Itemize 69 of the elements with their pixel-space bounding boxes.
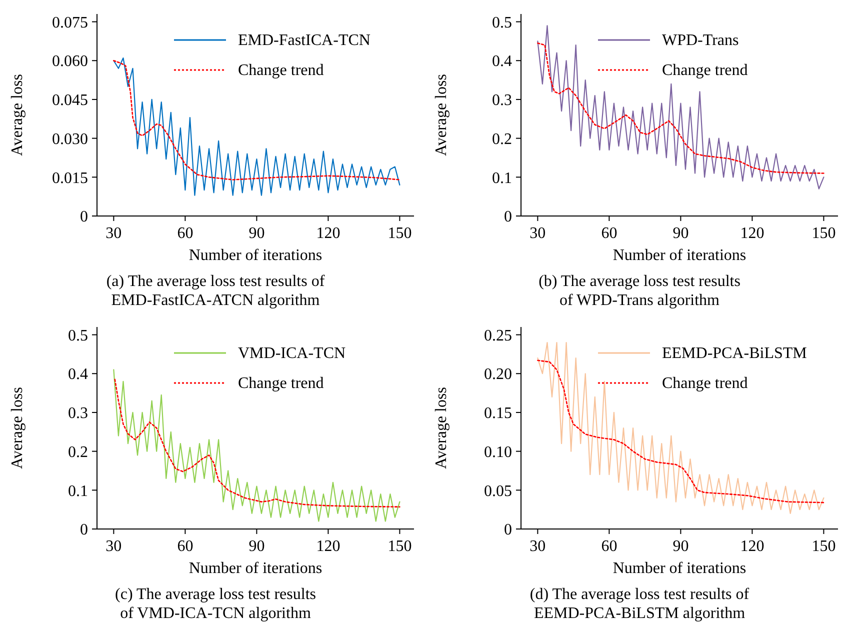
y-axis-title: Average loss: [9, 387, 26, 469]
x-tick-label: 30: [106, 225, 122, 242]
line-series: [537, 360, 824, 504]
text: (d) The average loss test results of EEMD-PCA-BiLSTM algorithm: [530, 586, 750, 622]
y-tick-label: 0.4: [492, 53, 512, 70]
y-tick-label: 0.075: [52, 14, 88, 32]
y-tick-label: 0.045: [52, 92, 88, 110]
y-tick-label: 0.5: [68, 327, 88, 344]
y-tick-label: 0.015: [52, 170, 88, 187]
x-tick-label: 150: [388, 538, 412, 555]
x-tick-label: 150: [812, 225, 836, 242]
x-axis-title: Number of iterations: [612, 560, 746, 577]
y-tick-label: 0.2: [492, 130, 512, 148]
y-axis-title: Average loss: [9, 74, 26, 156]
x-axis-title: Number of iterations: [188, 560, 322, 577]
y-axis-title: Average loss: [433, 74, 450, 156]
y-tick-label: 0.5: [492, 14, 512, 32]
line-series: [537, 25, 824, 190]
y-tick-label: 0.20: [484, 366, 512, 384]
x-tick-label: 120: [316, 538, 340, 555]
x-tick-label: 30: [530, 538, 546, 555]
y-tick-label: 0.060: [52, 53, 88, 70]
x-tick-label: 90: [248, 538, 265, 555]
y-tick-label: 0.1: [492, 170, 512, 187]
y-axis-title: Average loss: [433, 387, 450, 469]
line-series: [537, 342, 824, 514]
y-tick-label: 0.10: [484, 444, 512, 461]
legend-label: VMD-ICA-TCN: [238, 345, 346, 362]
legend-label: Change trend: [238, 375, 324, 392]
x-axis-title: Number of iterations: [612, 247, 746, 264]
y-tick-label: 0.1: [68, 482, 88, 500]
x-tick-label: 150: [388, 225, 412, 242]
legend-label: Change trend: [238, 62, 324, 79]
x-tick-label: 90: [672, 225, 689, 242]
x-tick-label: 150: [812, 538, 836, 555]
y-tick-label: 0.030: [52, 130, 88, 148]
x-tick-label: 120: [740, 538, 764, 555]
y-tick-label: 0.15: [484, 405, 512, 422]
y-tick-label: 0: [504, 522, 512, 539]
text: (b) The average loss test results of WPD-Trans algorithm: [538, 273, 740, 309]
y-tick-label: 0.25: [484, 327, 512, 344]
y-tick-label: 0: [80, 522, 88, 539]
x-tick-label: 60: [177, 225, 194, 242]
x-tick-label: 60: [601, 225, 618, 242]
legend-label: EMD-FastICA-TCN: [238, 32, 371, 49]
text: (a) The average loss test results of EMD-FastICA-ATCN algorithm: [106, 273, 326, 309]
x-axis-title: Number of iterations: [188, 247, 322, 264]
legend-label: Change trend: [662, 375, 748, 392]
line-series: [114, 378, 400, 508]
y-tick-label: 0.05: [484, 482, 512, 500]
text: (c) The average loss test results of VMD-ICA-TCN algorithm: [115, 586, 316, 622]
legend-label: EEMD-PCA-BiLSTM: [662, 345, 807, 362]
y-tick-label: 0: [504, 208, 512, 226]
legend-label: WPD-Trans: [662, 32, 739, 49]
x-tick-label: 120: [316, 225, 340, 242]
x-tick-label: 60: [177, 538, 194, 555]
y-tick-label: 0.2: [68, 444, 88, 461]
x-tick-label: 90: [672, 538, 689, 555]
x-tick-label: 90: [248, 225, 265, 242]
x-tick-label: 60: [601, 538, 618, 555]
y-tick-label: 0.3: [68, 405, 88, 422]
x-tick-label: 30: [530, 225, 546, 242]
x-tick-label: 120: [740, 225, 764, 242]
y-tick-label: 0.3: [492, 92, 512, 110]
y-tick-label: 0.4: [68, 366, 88, 384]
y-tick-label: 0: [80, 208, 88, 226]
x-tick-label: 30: [106, 538, 122, 555]
legend-label: Change trend: [662, 62, 748, 79]
line-series: [113, 369, 400, 522]
